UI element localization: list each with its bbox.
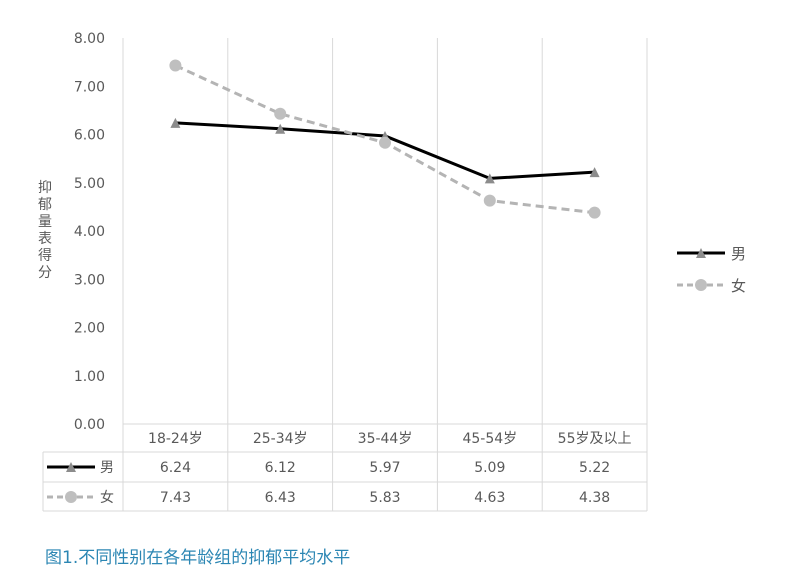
data-point [169,59,182,72]
table-cell-value: 5.09 [474,460,505,476]
y-tick-label: 6.00 [74,128,105,144]
y-tick-label: 4.00 [74,224,105,240]
table-cell-value: 5.22 [579,460,610,476]
data-point [484,173,495,184]
table-cell-value: 7.43 [160,490,191,506]
table-cell-value: 6.24 [160,460,191,476]
table-cell-value: 5.97 [369,460,400,476]
table-cell-value: 6.12 [265,460,296,476]
table-legend-marker [65,491,77,503]
x-tick-label: 25-34岁 [253,431,308,447]
y-tick-label: 2.00 [74,321,105,337]
data-point [588,206,601,219]
y-axis-label-char: 抑 [38,180,52,196]
figure-caption: 图1.不同性别在各年龄组的抑郁平均水平 [45,548,351,568]
table-legend-marker [66,462,76,472]
legend-label: 女 [731,277,746,295]
legend-label: 男 [731,245,746,263]
y-tick-label: 5.00 [74,176,105,192]
y-tick-label: 0.00 [74,417,105,433]
data-point [589,167,600,178]
y-axis-label-char: 得 [38,247,52,264]
legend-marker [696,248,706,258]
x-tick-label: 45-54岁 [462,431,517,447]
y-axis-label-char: 量 [38,214,52,230]
table-cell-value: 5.83 [369,490,400,506]
table-cell-value: 4.63 [474,490,505,506]
y-tick-label: 8.00 [74,31,105,47]
table-series-name: 女 [100,489,114,506]
y-axis-label-char: 分 [38,265,52,281]
y-tick-label: 7.00 [74,79,105,95]
data-point [170,117,181,128]
y-axis-label-char: 郁 [38,197,52,213]
data-point [379,136,391,149]
y-tick-label: 1.00 [74,369,105,385]
x-tick-label: 35-44岁 [358,431,413,447]
table-series-name: 男 [100,460,114,476]
x-tick-label: 55岁及以上 [558,431,632,447]
data-point [275,123,286,134]
data-point [274,107,287,120]
table-cell-value: 4.38 [579,490,610,506]
y-axis-label-char: 表 [38,231,52,247]
table-cell-value: 6.43 [265,490,296,506]
legend-marker [695,279,707,291]
y-tick-label: 3.00 [74,272,105,288]
x-tick-label: 18-24岁 [148,431,203,447]
data-point [483,194,496,207]
